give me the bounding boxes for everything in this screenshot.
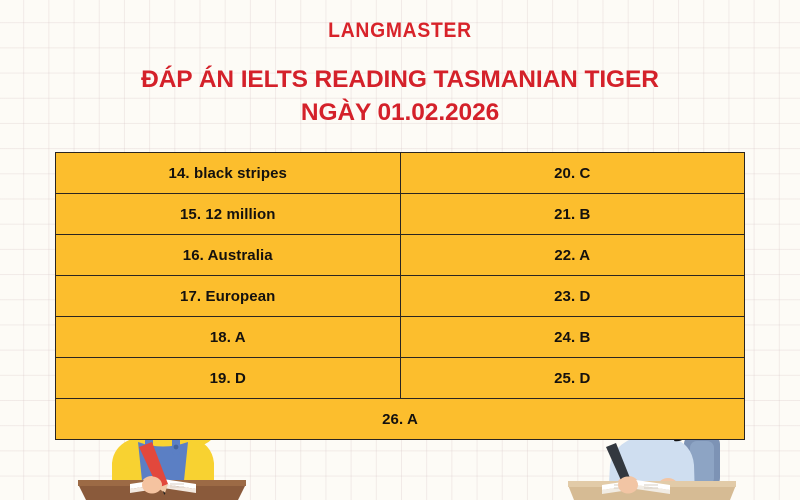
table-row: 18. A 24. B — [55, 316, 745, 358]
table-row: 16. Australia 22. A — [55, 234, 745, 276]
answer-cell: 21. B — [399, 193, 745, 235]
answer-cell: 25. D — [399, 357, 745, 399]
answer-key-table: 14. black stripes 20. C 15. 12 million 2… — [55, 152, 745, 440]
page-title-line-2: NGÀY 01.02.2026 — [300, 99, 500, 126]
answer-key-body: 14. black stripes 20. C 15. 12 million 2… — [55, 152, 745, 440]
table-row-merged: 26. A — [55, 398, 745, 440]
answer-cell: 19. D — [55, 357, 401, 399]
answer-cell: 15. 12 million — [55, 193, 401, 235]
answer-cell-merged: 26. A — [55, 398, 745, 440]
answer-cell: 18. A — [55, 316, 401, 358]
table-row: 14. black stripes 20. C — [55, 152, 745, 194]
answer-cell: 16. Australia — [55, 234, 401, 276]
table-row: 15. 12 million 21. B — [55, 193, 745, 235]
page-title-line-1: ĐÁP ÁN IELTS READING TASMANIAN TIGER — [141, 66, 659, 93]
answer-cell: 20. C — [399, 152, 745, 194]
table-row: 17. European 23. D — [55, 275, 745, 317]
table-row: 19. D 25. D — [55, 357, 745, 399]
answer-cell: 24. B — [399, 316, 745, 358]
answer-cell: 14. black stripes — [55, 152, 401, 194]
page-title: ĐÁP ÁN IELTS READING TASMANIAN TIGER NGÀ… — [0, 63, 800, 129]
langmaster-logo: LANGMASTER — [328, 19, 472, 42]
answer-cell: 22. A — [399, 234, 745, 276]
answer-cell: 23. D — [399, 275, 745, 317]
answer-cell: 17. European — [55, 275, 401, 317]
